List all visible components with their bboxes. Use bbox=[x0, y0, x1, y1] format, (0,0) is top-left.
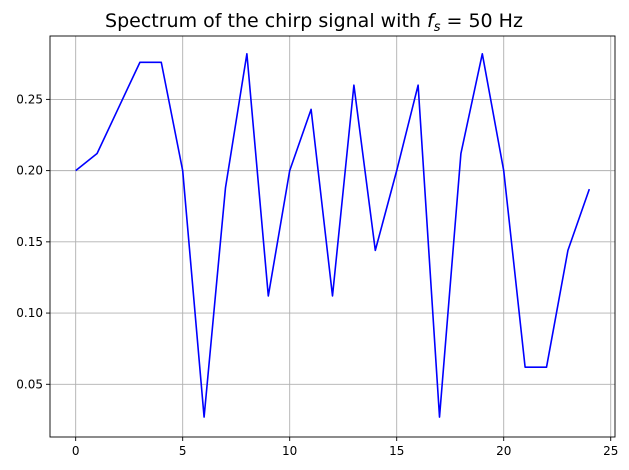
x-tick-label-5: 25 bbox=[603, 444, 618, 458]
x-tick-label-1: 5 bbox=[179, 444, 187, 458]
y-tick-label-0: 0.05 bbox=[16, 377, 43, 391]
y-tick-label-1: 0.10 bbox=[16, 306, 43, 320]
axes-frame bbox=[49, 35, 616, 438]
y-tick-label-4: 0.25 bbox=[16, 92, 43, 106]
y-tick-label-3: 0.20 bbox=[16, 164, 43, 178]
x-tick-label-2: 10 bbox=[282, 444, 297, 458]
plot-area: 0 5 10 15 20 25 0.05 0.10 0.15 0.20 0.25 bbox=[16, 35, 618, 458]
chart-title: Spectrum of the chirp signal with fs = 5… bbox=[105, 10, 523, 35]
y-tick-label-2: 0.15 bbox=[16, 235, 43, 249]
x-tick-label-4: 20 bbox=[496, 444, 511, 458]
x-tick-label-3: 15 bbox=[389, 444, 404, 458]
x-tick-label-0: 0 bbox=[72, 444, 80, 458]
series-line bbox=[75, 53, 591, 418]
